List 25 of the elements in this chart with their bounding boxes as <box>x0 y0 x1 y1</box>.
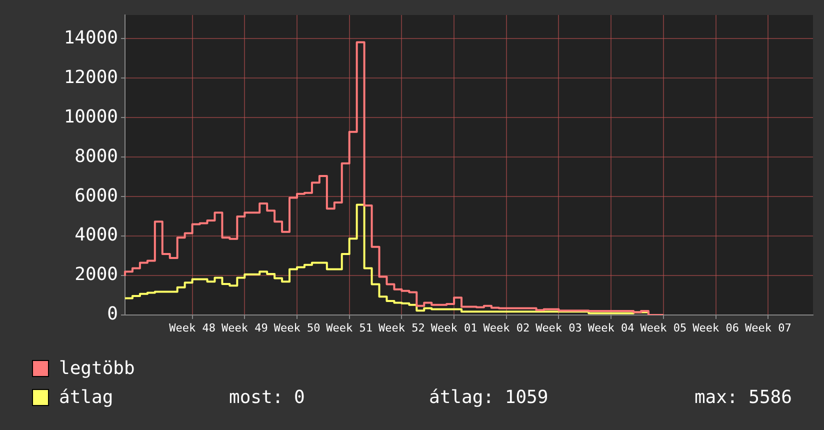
x-tick-label: Week 01 <box>430 321 478 334</box>
x-tick-label: Week 52 <box>378 321 425 334</box>
y-tick-label: 8000 <box>74 146 118 167</box>
x-tick-label: Week 02 <box>483 321 530 334</box>
y-tick-label: 10000 <box>64 106 118 128</box>
text: max: 5586 <box>693 387 792 408</box>
legend-label: legtöbb <box>59 358 136 379</box>
x-tick-label: Week 51 <box>326 321 373 334</box>
y-tick-label: 2000 <box>74 264 118 286</box>
x-tick-label: Week 07 <box>744 321 792 334</box>
text: átlag: 1059 <box>429 387 550 408</box>
x-tick-label: Week 05 <box>640 321 687 334</box>
legend-label: átlag <box>59 387 114 408</box>
y-tick-label: 12000 <box>64 66 118 88</box>
text: most: 0 <box>229 387 306 408</box>
x-tick-label: Week 06 <box>692 321 739 334</box>
x-tick-label: Week 04 <box>588 321 635 334</box>
x-tick-label: Week 50 <box>274 321 320 334</box>
x-tick-label: Week 49 <box>221 321 268 334</box>
y-tick-label: 0 <box>107 304 118 325</box>
x-tick-label: Week 48 <box>169 321 216 334</box>
y-tick-label: 14000 <box>64 27 118 48</box>
x-tick-label: Week 03 <box>536 321 582 334</box>
y-tick-label: 4000 <box>74 224 118 246</box>
y-tick-label: 6000 <box>74 185 118 206</box>
